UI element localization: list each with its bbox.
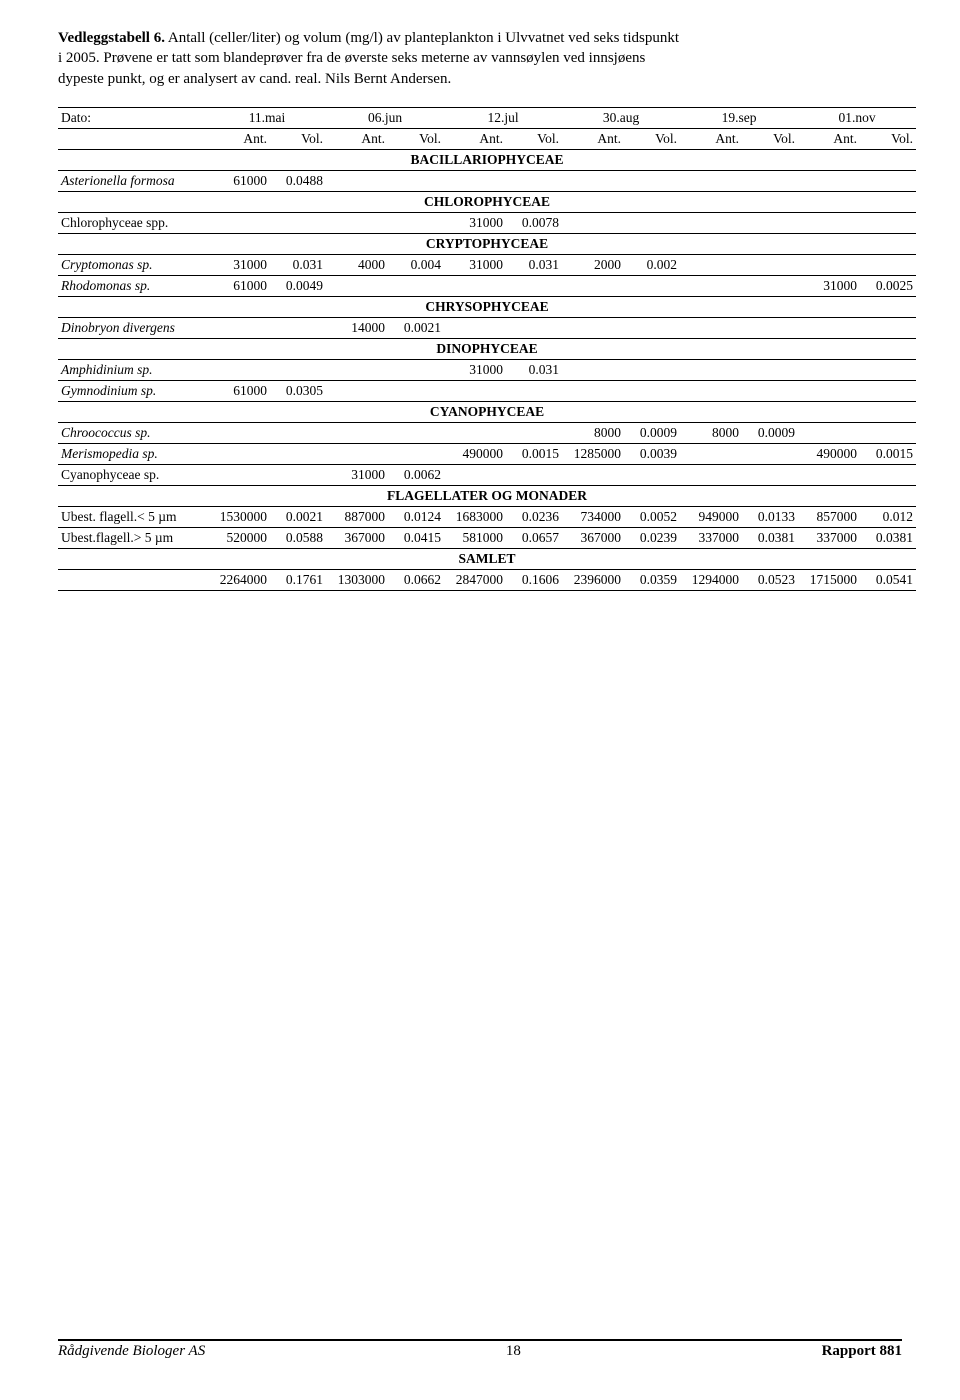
date-col: 06.jun	[326, 107, 444, 128]
ant-header: Ant.	[562, 128, 624, 149]
page-number: 18	[506, 1343, 521, 1360]
species-name: Asterionella formosa	[58, 170, 208, 191]
dato-label: Dato:	[58, 107, 208, 128]
data-table: Dato: 11.mai 06.jun 12.jul 30.aug 19.sep…	[58, 107, 916, 591]
table-row: Dinobryon divergens 140000.0021	[58, 317, 916, 338]
table-row: Ubest.flagell.> 5 µm 5200000.0588 367000…	[58, 527, 916, 548]
table-row: Merismopedia sp. 4900000.0015 12850000.0…	[58, 443, 916, 464]
table-caption: Vedleggstabell 6. Antall (celler/liter) …	[58, 28, 902, 89]
species-name: Cryptomonas sp.	[58, 254, 208, 275]
date-col: 01.nov	[798, 107, 916, 128]
table-row: Amphidinium sp. 310000.031	[58, 359, 916, 380]
table-row: Ubest. flagell.< 5 µm 15300000.0021 8870…	[58, 506, 916, 527]
table-row: Gymnodinium sp. 610000.0305	[58, 380, 916, 401]
species-name: Gymnodinium sp.	[58, 380, 208, 401]
caption-line1: Antall (celler/liter) og volum (mg/l) av…	[165, 30, 679, 46]
date-col: 30.aug	[562, 107, 680, 128]
date-col: 12.jul	[444, 107, 562, 128]
section-header: SAMLET	[58, 548, 916, 569]
section-header: DINOPHYCEAE	[58, 338, 916, 359]
caption-line3: dypeste punkt, og er analysert av cand. …	[58, 71, 451, 87]
species-name: Chlorophyceae spp.	[58, 212, 208, 233]
table-row: Cryptomonas sp. 310000.031 40000.004 310…	[58, 254, 916, 275]
ant-header: Ant.	[798, 128, 860, 149]
vol-header: Vol.	[624, 128, 680, 149]
vol-header: Vol.	[742, 128, 798, 149]
header-row-dates: Dato: 11.mai 06.jun 12.jul 30.aug 19.sep…	[58, 107, 916, 128]
species-name: Ubest.flagell.> 5 µm	[58, 527, 208, 548]
ant-header: Ant.	[444, 128, 506, 149]
vol-header: Vol.	[388, 128, 444, 149]
date-col: 11.mai	[208, 107, 326, 128]
vol-header: Vol.	[860, 128, 916, 149]
section-header: BACILLARIOPHYCEAE	[58, 149, 916, 170]
species-name: Cyanophyceae sp.	[58, 464, 208, 485]
vol-header: Vol.	[506, 128, 562, 149]
date-col: 19.sep	[680, 107, 798, 128]
species-name: Ubest. flagell.< 5 µm	[58, 506, 208, 527]
table-row: Asterionella formosa 610000.0488	[58, 170, 916, 191]
footer-left: Rådgivende Biologer AS	[58, 1343, 205, 1360]
species-name: Merismopedia sp.	[58, 443, 208, 464]
section-header: CHLOROPHYCEAE	[58, 191, 916, 212]
species-name: Dinobryon divergens	[58, 317, 208, 338]
ant-header: Ant.	[208, 128, 270, 149]
table-row: Rhodomonas sp. 610000.0049 310000.0025	[58, 275, 916, 296]
header-row-antvol: Ant.Vol. Ant.Vol. Ant.Vol. Ant.Vol. Ant.…	[58, 128, 916, 149]
species-name: Rhodomonas sp.	[58, 275, 208, 296]
section-header: CHRYSOPHYCEAE	[58, 296, 916, 317]
section-header: CYANOPHYCEAE	[58, 401, 916, 422]
table-row: Chlorophyceae spp. 310000.0078	[58, 212, 916, 233]
table-row: Chroococcus sp. 80000.0009 80000.0009	[58, 422, 916, 443]
page-footer: Rådgivende Biologer AS 18 Rapport 881	[58, 1339, 902, 1360]
section-header: CRYPTOPHYCEAE	[58, 233, 916, 254]
footer-right: Rapport 881	[822, 1343, 902, 1360]
section-header: FLAGELLATER OG MONADER	[58, 485, 916, 506]
vol-header: Vol.	[270, 128, 326, 149]
ant-header: Ant.	[326, 128, 388, 149]
table-row: Cyanophyceae sp. 310000.0062	[58, 464, 916, 485]
ant-header: Ant.	[680, 128, 742, 149]
caption-label: Vedleggstabell 6.	[58, 30, 165, 46]
table-row: 22640000.1761 13030000.0662 28470000.160…	[58, 569, 916, 590]
species-name: Chroococcus sp.	[58, 422, 208, 443]
species-name: Amphidinium sp.	[58, 359, 208, 380]
caption-line2: i 2005. Prøvene er tatt som blandeprøver…	[58, 50, 645, 66]
